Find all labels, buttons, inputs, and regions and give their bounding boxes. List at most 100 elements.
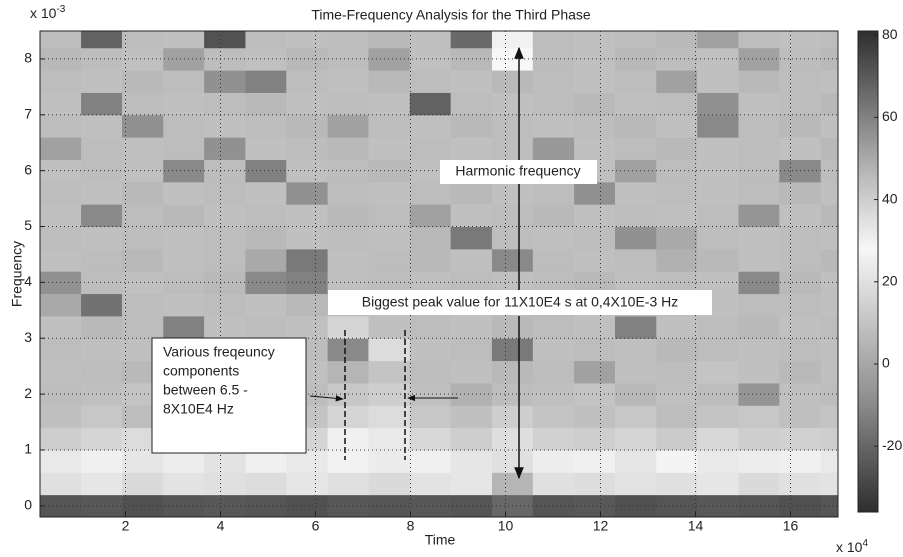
cell xyxy=(614,338,657,362)
cell xyxy=(204,159,246,183)
cell xyxy=(491,114,534,138)
cell xyxy=(368,472,411,496)
cell xyxy=(779,248,822,272)
cell xyxy=(614,271,657,295)
cell xyxy=(40,248,82,272)
cell xyxy=(491,405,534,429)
cell xyxy=(697,159,739,183)
cell xyxy=(40,338,82,362)
cell xyxy=(820,472,838,496)
cell xyxy=(368,449,411,473)
cell xyxy=(204,47,246,71)
cell xyxy=(697,271,739,295)
cell xyxy=(532,382,575,406)
cell xyxy=(697,47,739,71)
cell xyxy=(532,248,575,272)
cell xyxy=(327,181,370,205)
annotation: Harmonic frequency xyxy=(455,163,580,179)
cell xyxy=(820,494,838,517)
cell xyxy=(697,137,739,160)
colorbar-tick-label: 20 xyxy=(882,272,898,288)
cell xyxy=(204,248,246,272)
cell xyxy=(614,159,657,183)
cell xyxy=(532,427,575,451)
x-multiplier-base: x 10 xyxy=(836,539,863,555)
cell xyxy=(286,159,329,183)
cell xyxy=(245,181,288,205)
cell xyxy=(532,181,575,205)
cell xyxy=(491,360,534,384)
cell xyxy=(491,315,534,339)
cell xyxy=(81,315,123,339)
colorbar-tick-label: 80 xyxy=(882,26,898,42)
cell xyxy=(450,405,493,429)
cell xyxy=(614,31,657,49)
cell xyxy=(163,315,206,339)
cell xyxy=(409,338,452,362)
y-tick-label: 0 xyxy=(24,497,32,513)
cell xyxy=(368,360,411,384)
cell xyxy=(450,338,493,362)
cell xyxy=(574,360,616,384)
cell xyxy=(614,427,657,451)
cell xyxy=(368,494,411,517)
cell xyxy=(286,315,329,339)
cell xyxy=(779,137,822,160)
cell xyxy=(820,315,838,339)
cell xyxy=(121,159,164,183)
cell xyxy=(574,92,616,116)
cell xyxy=(163,472,206,496)
cell xyxy=(614,70,657,93)
cell xyxy=(327,248,370,272)
cell xyxy=(163,70,206,93)
cell xyxy=(656,360,699,384)
cell xyxy=(245,248,288,272)
cell xyxy=(286,494,329,517)
cell xyxy=(286,70,329,93)
cell xyxy=(656,271,699,295)
cell xyxy=(820,181,838,205)
cell xyxy=(532,204,575,228)
cell xyxy=(820,226,838,250)
cell xyxy=(368,47,411,71)
cell xyxy=(245,114,288,138)
cell xyxy=(738,338,781,362)
x-multiplier: x 104 xyxy=(836,538,868,555)
cell xyxy=(81,70,123,93)
cell xyxy=(574,137,616,160)
cell xyxy=(738,181,781,205)
cell xyxy=(368,204,411,228)
cell xyxy=(450,449,493,473)
cell xyxy=(40,293,82,317)
annotation-box xyxy=(328,290,712,315)
cell xyxy=(697,360,739,384)
cell xyxy=(779,226,822,250)
cell xyxy=(820,382,838,406)
cell xyxy=(491,427,534,451)
y-tick-label: 7 xyxy=(24,105,32,121)
x-axis-label: Time xyxy=(425,532,456,548)
cell xyxy=(368,137,411,160)
cell xyxy=(614,472,657,496)
cell xyxy=(491,248,534,272)
cell xyxy=(368,114,411,138)
cell xyxy=(574,271,616,295)
x-tick-label: 6 xyxy=(312,518,320,534)
cell xyxy=(614,494,657,517)
cell xyxy=(697,92,739,116)
cell xyxy=(656,31,699,49)
cell xyxy=(409,427,452,451)
cell xyxy=(697,315,739,339)
cell xyxy=(40,226,82,250)
cell xyxy=(245,226,288,250)
cell xyxy=(327,338,370,362)
cell xyxy=(81,114,123,138)
cell xyxy=(327,226,370,250)
cell xyxy=(779,204,822,228)
cell xyxy=(121,494,164,517)
cell xyxy=(820,360,838,384)
plot-frame xyxy=(39,30,839,518)
cell xyxy=(286,293,329,317)
cell xyxy=(40,31,82,49)
